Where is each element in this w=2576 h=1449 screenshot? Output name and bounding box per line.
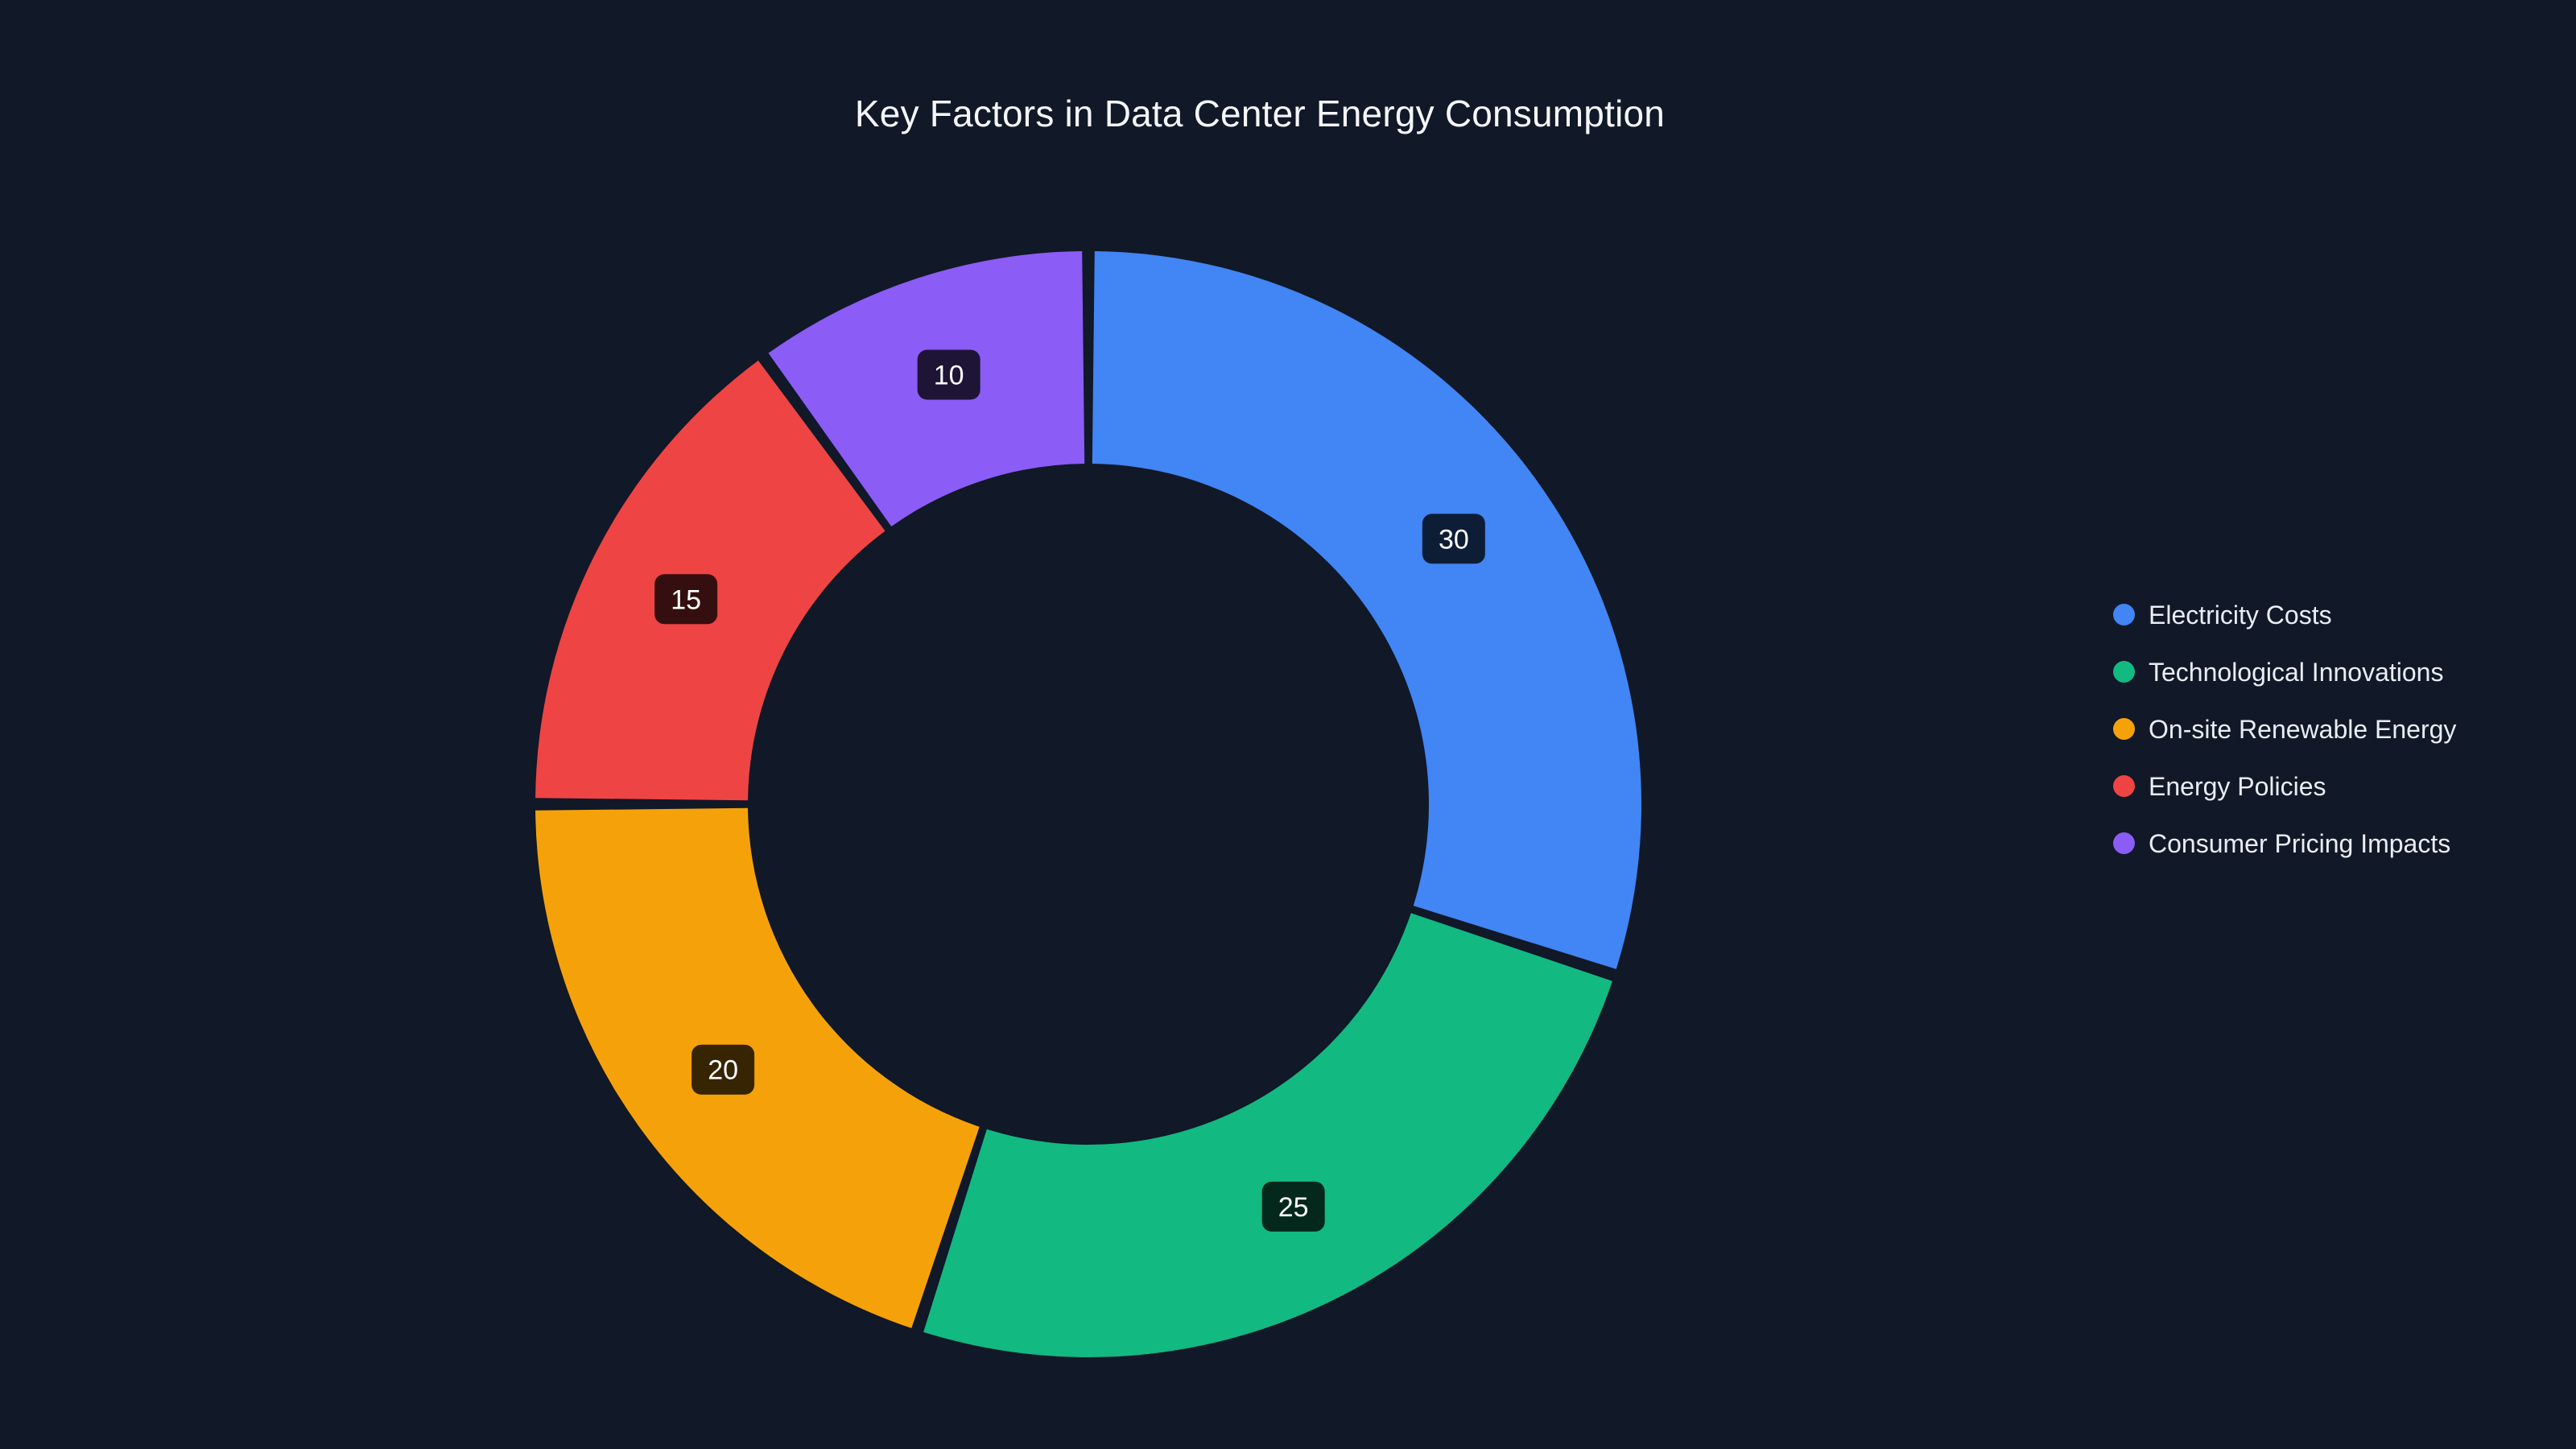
legend-color-swatch-icon <box>2113 604 2135 625</box>
slice-value-label-text: 30 <box>1439 524 1469 555</box>
slice-value-label-text: 10 <box>934 360 964 390</box>
slice-value-label-text: 15 <box>671 584 701 615</box>
legend-color-swatch-icon <box>2113 661 2135 683</box>
slice-value-label-box <box>654 574 718 625</box>
chart-legend: Electricity Costs Technological Innovatio… <box>2113 586 2456 872</box>
legend-item[interactable]: Electricity Costs <box>2113 586 2456 643</box>
slice-value-label: 20 <box>691 1044 755 1095</box>
donut-slice[interactable] <box>535 807 980 1328</box>
donut-slice[interactable] <box>923 913 1612 1357</box>
legend-color-swatch-icon <box>2113 832 2135 854</box>
slice-value-label: 30 <box>1422 514 1485 564</box>
legend-item-label: Energy Policies <box>2149 771 2326 801</box>
legend-item-label: On-site Renewable Energy <box>2149 714 2457 744</box>
legend-item-label: Consumer Pricing Impacts <box>2149 828 2451 858</box>
slice-value-label: 15 <box>654 574 718 625</box>
slice-value-label-text: 25 <box>1278 1192 1309 1223</box>
donut-slices <box>535 251 1642 1357</box>
legend-item-label: Technological Innovations <box>2149 657 2444 687</box>
donut-value-labels: 30 25 20 15 10 <box>654 349 1485 1232</box>
donut-slice[interactable] <box>1092 251 1642 969</box>
slice-value-label-box <box>1261 1181 1325 1232</box>
slice-value-label-box <box>691 1044 755 1095</box>
legend-item[interactable]: On-site Renewable Energy <box>2113 700 2456 758</box>
legend-item[interactable]: Technological Innovations <box>2113 643 2456 700</box>
legend-item-label: Electricity Costs <box>2149 600 2332 630</box>
legend-color-swatch-icon <box>2113 775 2135 797</box>
legend-item[interactable]: Energy Policies <box>2113 758 2456 815</box>
legend-color-swatch-icon <box>2113 718 2135 740</box>
slice-value-label-text: 20 <box>708 1055 738 1086</box>
page-title: Key Factors in Data Center Energy Consum… <box>854 93 1666 134</box>
slice-value-label: 25 <box>1261 1181 1325 1232</box>
slice-value-label-box <box>917 349 980 400</box>
slice-value-label-box <box>1422 514 1485 564</box>
slice-value-label: 10 <box>917 349 980 400</box>
legend-item[interactable]: Consumer Pricing Impacts <box>2113 815 2456 872</box>
